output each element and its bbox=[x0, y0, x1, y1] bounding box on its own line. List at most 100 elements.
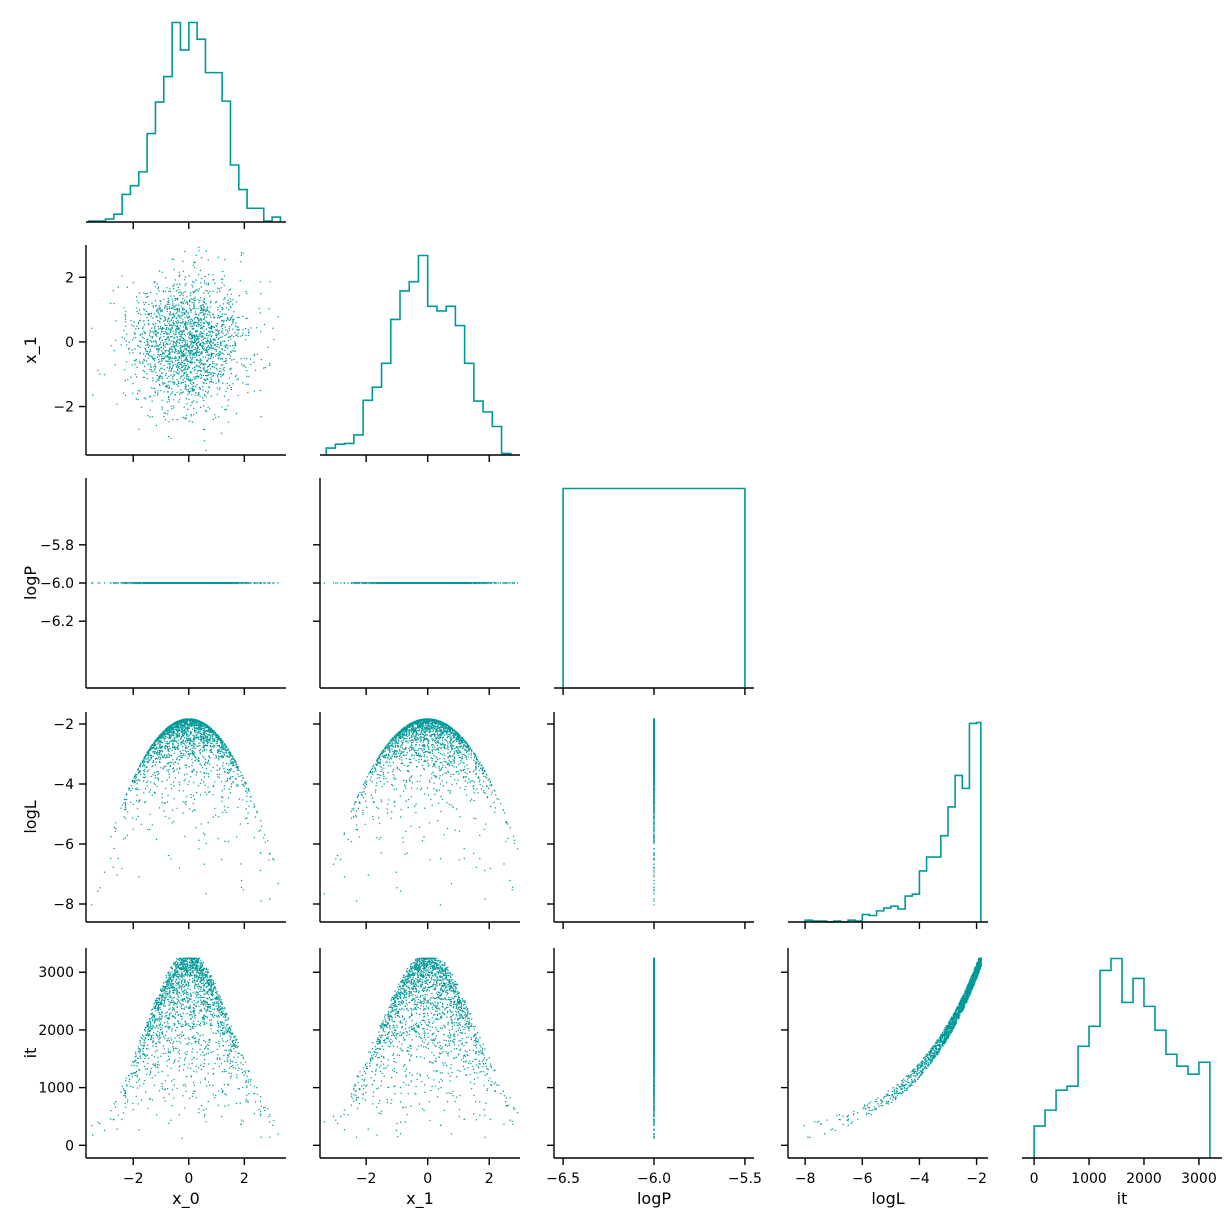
scatter-point bbox=[220, 341, 222, 343]
scatter-point bbox=[168, 303, 170, 306]
scatter-point bbox=[175, 348, 177, 350]
scatter-point bbox=[194, 356, 196, 358]
scatter-point bbox=[117, 286, 119, 288]
scatter-point bbox=[234, 582, 237, 584]
scatter-point bbox=[203, 333, 205, 335]
scatter-point bbox=[222, 303, 225, 305]
scatter-point bbox=[188, 337, 191, 339]
scatter-point bbox=[178, 291, 180, 293]
scatter-point bbox=[193, 261, 195, 264]
scatter-point bbox=[163, 353, 165, 355]
scatter-point bbox=[186, 348, 188, 350]
scatter-point bbox=[260, 293, 262, 295]
scatter-point bbox=[228, 377, 231, 379]
scatter-point bbox=[171, 360, 173, 362]
scatter-point bbox=[241, 334, 243, 336]
scatter-point bbox=[184, 348, 187, 350]
scatter-point bbox=[193, 336, 196, 338]
scatter-point bbox=[245, 290, 247, 293]
scatter-point bbox=[170, 319, 172, 322]
scatter-point bbox=[228, 384, 231, 387]
scatter-point bbox=[157, 390, 159, 392]
scatter-point bbox=[184, 381, 186, 383]
scatter-point bbox=[178, 309, 180, 311]
scatter-point bbox=[166, 324, 168, 327]
scatter-point bbox=[159, 300, 161, 302]
scatter-point bbox=[216, 393, 219, 396]
scatter-point bbox=[228, 301, 230, 304]
scatter-point bbox=[155, 343, 157, 345]
scatter-point bbox=[155, 345, 157, 347]
scatter-point bbox=[171, 388, 173, 390]
scatter-point bbox=[222, 270, 224, 273]
scatter-point bbox=[230, 300, 232, 302]
scatter-point bbox=[134, 333, 136, 335]
scatter-point bbox=[160, 311, 162, 313]
scatter-point bbox=[175, 318, 177, 320]
scatter-point bbox=[134, 373, 137, 376]
scatter-point bbox=[158, 369, 161, 372]
scatter-point bbox=[147, 313, 149, 315]
scatter-point bbox=[181, 392, 183, 394]
scatter-point bbox=[161, 355, 163, 358]
scatter-point bbox=[204, 356, 207, 358]
scatter-point bbox=[192, 388, 195, 390]
scatter-point bbox=[136, 392, 139, 395]
scatter-point bbox=[199, 297, 202, 299]
scatter-point bbox=[187, 350, 190, 352]
scatter-point bbox=[167, 343, 169, 345]
scatter-point bbox=[215, 333, 217, 335]
scatter-point bbox=[168, 358, 170, 361]
scatter-point bbox=[169, 290, 171, 293]
scatter-point bbox=[154, 391, 156, 394]
scatter-point bbox=[202, 304, 204, 306]
scatter-point bbox=[163, 298, 165, 300]
scatter-point bbox=[144, 313, 146, 315]
scatter-point bbox=[244, 582, 247, 584]
scatter-point bbox=[163, 345, 165, 347]
scatter-point bbox=[184, 335, 187, 337]
scatter-point bbox=[199, 312, 201, 314]
scatter-point bbox=[204, 316, 206, 318]
scatter-point bbox=[242, 582, 244, 584]
scatter-point bbox=[188, 420, 191, 422]
scatter-point bbox=[218, 330, 220, 332]
scatter-point bbox=[209, 327, 211, 330]
scatter-point bbox=[131, 339, 134, 341]
scatter-point bbox=[207, 283, 210, 286]
scatter-point bbox=[181, 315, 183, 317]
scatter-point bbox=[173, 332, 175, 335]
scatter-point bbox=[177, 332, 180, 334]
scatter-point bbox=[227, 299, 229, 302]
scatter-point bbox=[183, 345, 185, 347]
scatter-point bbox=[207, 391, 209, 393]
scatter-point bbox=[192, 379, 194, 381]
scatter-point bbox=[185, 283, 187, 285]
scatter-point bbox=[199, 369, 201, 372]
scatter-point bbox=[158, 358, 160, 361]
scatter-point bbox=[132, 383, 134, 385]
scatter-point bbox=[167, 297, 169, 300]
scatter-point bbox=[206, 290, 209, 292]
scatter-point bbox=[179, 325, 181, 327]
scatter-point bbox=[209, 314, 211, 316]
scatter-point bbox=[240, 335, 242, 337]
scatter-point bbox=[226, 330, 229, 332]
scatter-point bbox=[193, 354, 195, 356]
scatter-point bbox=[206, 582, 209, 584]
scatter-point bbox=[166, 413, 169, 415]
scatter-point bbox=[215, 367, 217, 370]
scatter-point bbox=[156, 293, 158, 295]
scatter-point bbox=[205, 316, 207, 318]
scatter-point bbox=[163, 327, 165, 330]
scatter-point bbox=[151, 327, 153, 329]
scatter-point bbox=[176, 283, 178, 285]
scatter-point bbox=[197, 375, 199, 377]
scatter-point bbox=[182, 379, 184, 381]
scatter-point bbox=[164, 419, 166, 421]
scatter-point bbox=[219, 311, 221, 313]
scatter-point bbox=[197, 377, 199, 379]
scatter-point bbox=[171, 326, 173, 329]
scatter-point bbox=[155, 381, 157, 383]
scatter-point bbox=[176, 366, 178, 368]
